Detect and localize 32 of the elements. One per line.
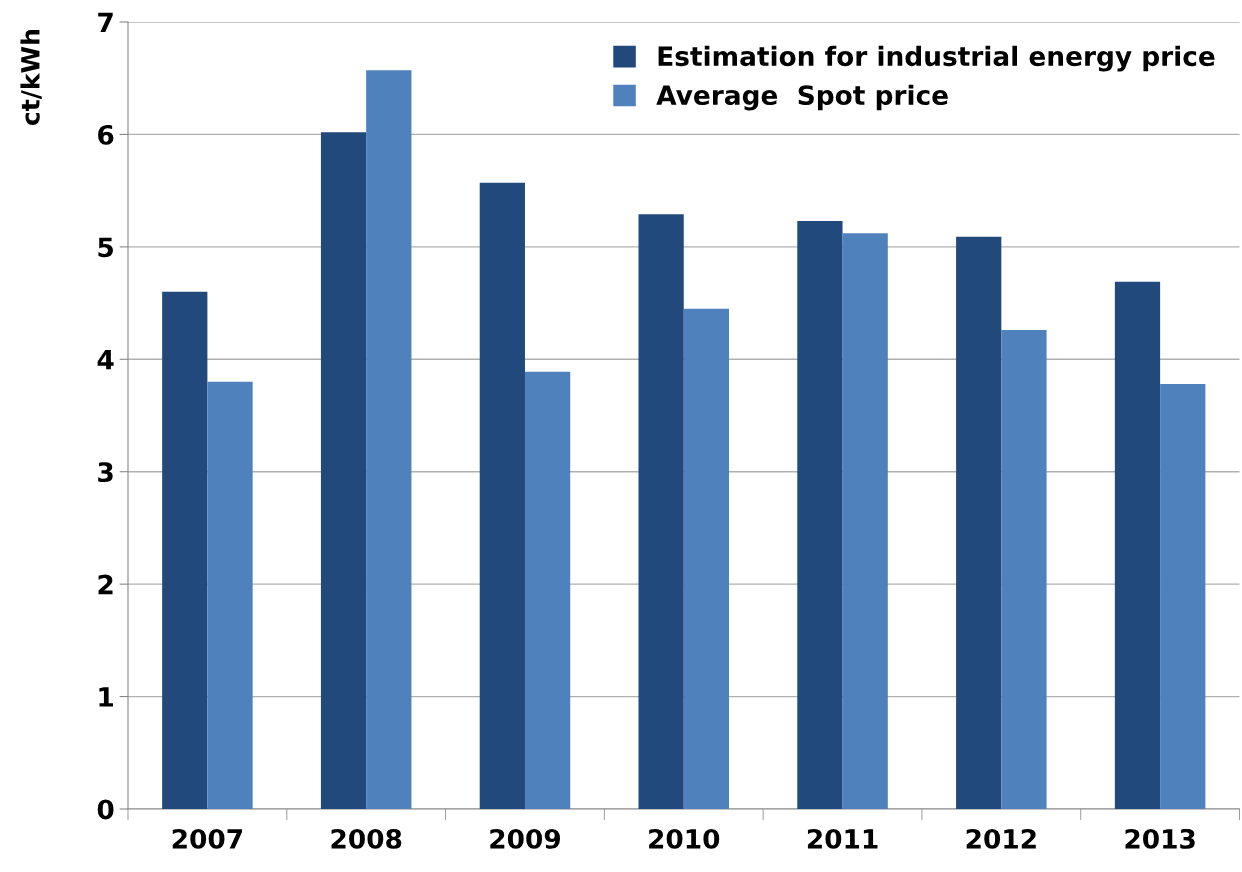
bar (162, 291, 208, 809)
y-tick-label: 4 (97, 350, 114, 370)
y-axis-title: ct/kWh (20, 30, 42, 125)
y-tick-label: 5 (98, 237, 113, 258)
x-tick-label: 2011 (807, 828, 878, 849)
legend-label: Estimation for industrial energy price (658, 45, 1215, 72)
bar (638, 214, 684, 809)
bar (207, 381, 253, 809)
y-tick-label: 3 (98, 462, 113, 483)
bar (956, 236, 1002, 809)
x-tick-label: 2010 (649, 828, 720, 849)
bar (524, 371, 571, 809)
y-tick-label: 7 (98, 12, 113, 33)
bar (479, 182, 525, 809)
y-tick-label: 2 (98, 574, 113, 595)
x-tick-label: 2009 (490, 828, 561, 849)
y-tick-label: 1 (99, 687, 113, 707)
bar (797, 221, 843, 809)
y-tick-label: 0 (97, 799, 114, 820)
x-tick-label: 2008 (331, 828, 402, 849)
bar (842, 233, 888, 809)
x-tick-label: 2012 (966, 828, 1036, 849)
bar (1160, 384, 1206, 809)
bar (320, 132, 367, 809)
legend-label: Average Spot price (656, 84, 948, 111)
bar (1114, 281, 1161, 809)
x-tick-label: 2013 (1125, 828, 1195, 849)
bar (1001, 330, 1047, 809)
y-tick-label: 6 (98, 124, 114, 145)
bar (683, 308, 730, 809)
bar (366, 70, 412, 809)
x-tick-label: 2007 (172, 828, 243, 849)
